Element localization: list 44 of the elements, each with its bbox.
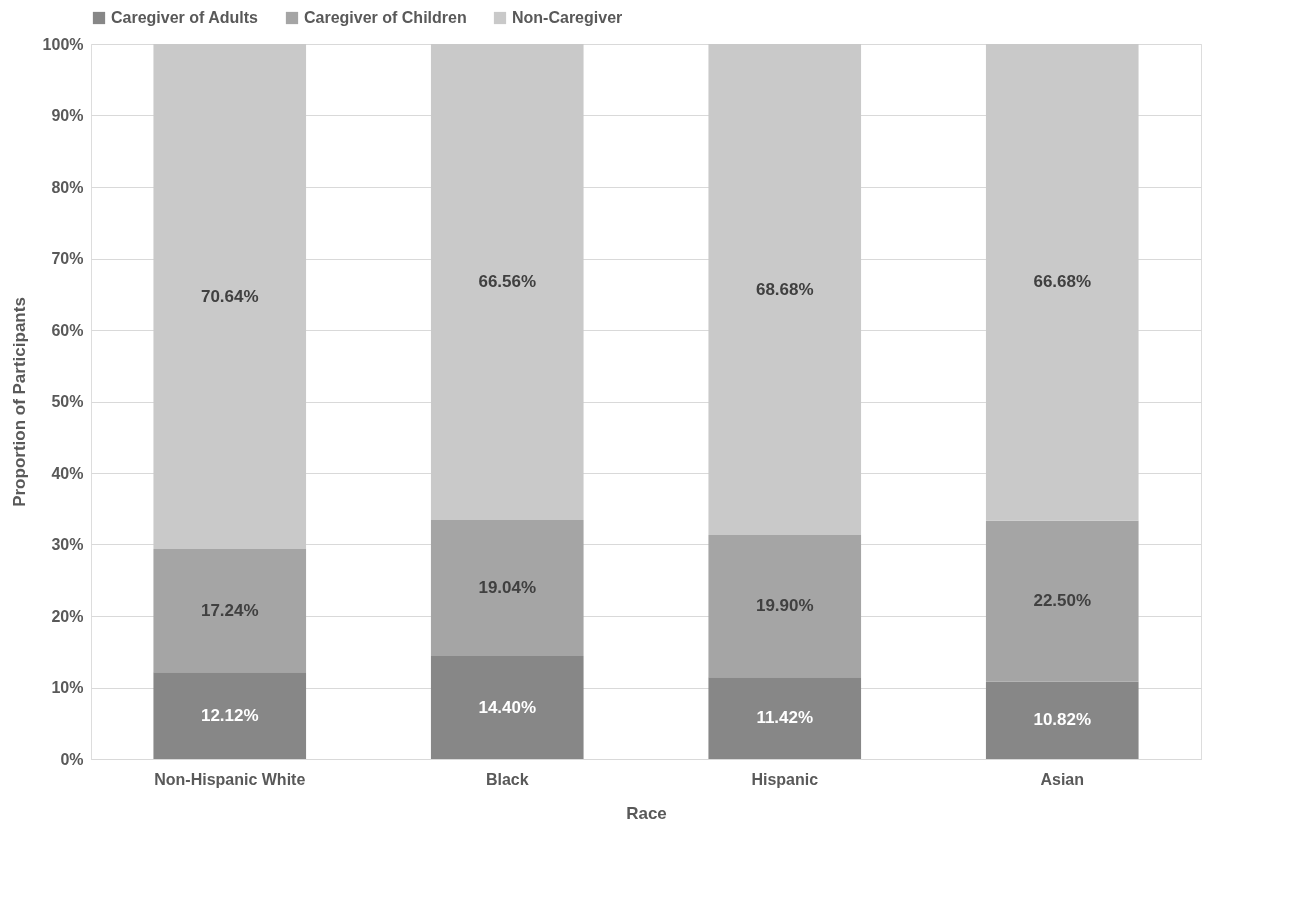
legend-label: Non-Caregiver [512, 9, 623, 26]
bar [985, 520, 1139, 682]
data-label: 66.56% [478, 271, 537, 291]
y-tick-label: 0% [60, 750, 84, 768]
y-tick-label: 80% [51, 178, 84, 196]
data-label: 70.64% [200, 286, 259, 306]
data-label: 17.24% [200, 600, 259, 620]
bar [430, 519, 584, 657]
bar [153, 549, 307, 673]
x-tick-label: Black [485, 770, 529, 788]
data-label: 11.42% [756, 708, 814, 728]
bar [153, 44, 307, 550]
bar [430, 656, 584, 759]
y-tick-label: 100% [42, 35, 84, 53]
bar [985, 44, 1139, 521]
data-label: 14.40% [478, 697, 537, 717]
data-label: 66.68% [1033, 272, 1092, 292]
data-label: 19.90% [755, 596, 814, 616]
y-tick-label: 70% [51, 250, 84, 267]
y-tick-label: 90% [51, 107, 84, 124]
y-tick-label: 40% [51, 464, 84, 482]
y-tick-label: 30% [51, 536, 84, 553]
legend-label: Caregiver of Children [304, 9, 467, 26]
x-axis-title: Race [626, 803, 667, 823]
y-axis-title: Proportion of Participants [9, 297, 29, 507]
bar [708, 535, 862, 678]
data-label: 22.50% [1033, 591, 1092, 611]
legend-label: Caregiver of Adults [111, 9, 259, 26]
bar [985, 681, 1139, 759]
bar [708, 677, 862, 759]
data-label: 10.82% [1033, 710, 1092, 730]
bar [153, 672, 307, 759]
bar [430, 44, 584, 520]
x-tick-label: Asian [1040, 770, 1085, 788]
y-tick-label: 60% [51, 321, 84, 339]
y-tick-label: 20% [51, 607, 84, 625]
data-label: 12.12% [200, 705, 259, 725]
bar [708, 44, 862, 536]
data-label: 68.68% [755, 279, 814, 299]
data-label: 19.04% [478, 577, 537, 597]
x-tick-label: Non-Hispanic White [154, 770, 306, 788]
y-tick-label: 10% [51, 679, 84, 696]
y-tick-label: 50% [51, 393, 84, 410]
x-tick-label: Hispanic [751, 770, 819, 788]
